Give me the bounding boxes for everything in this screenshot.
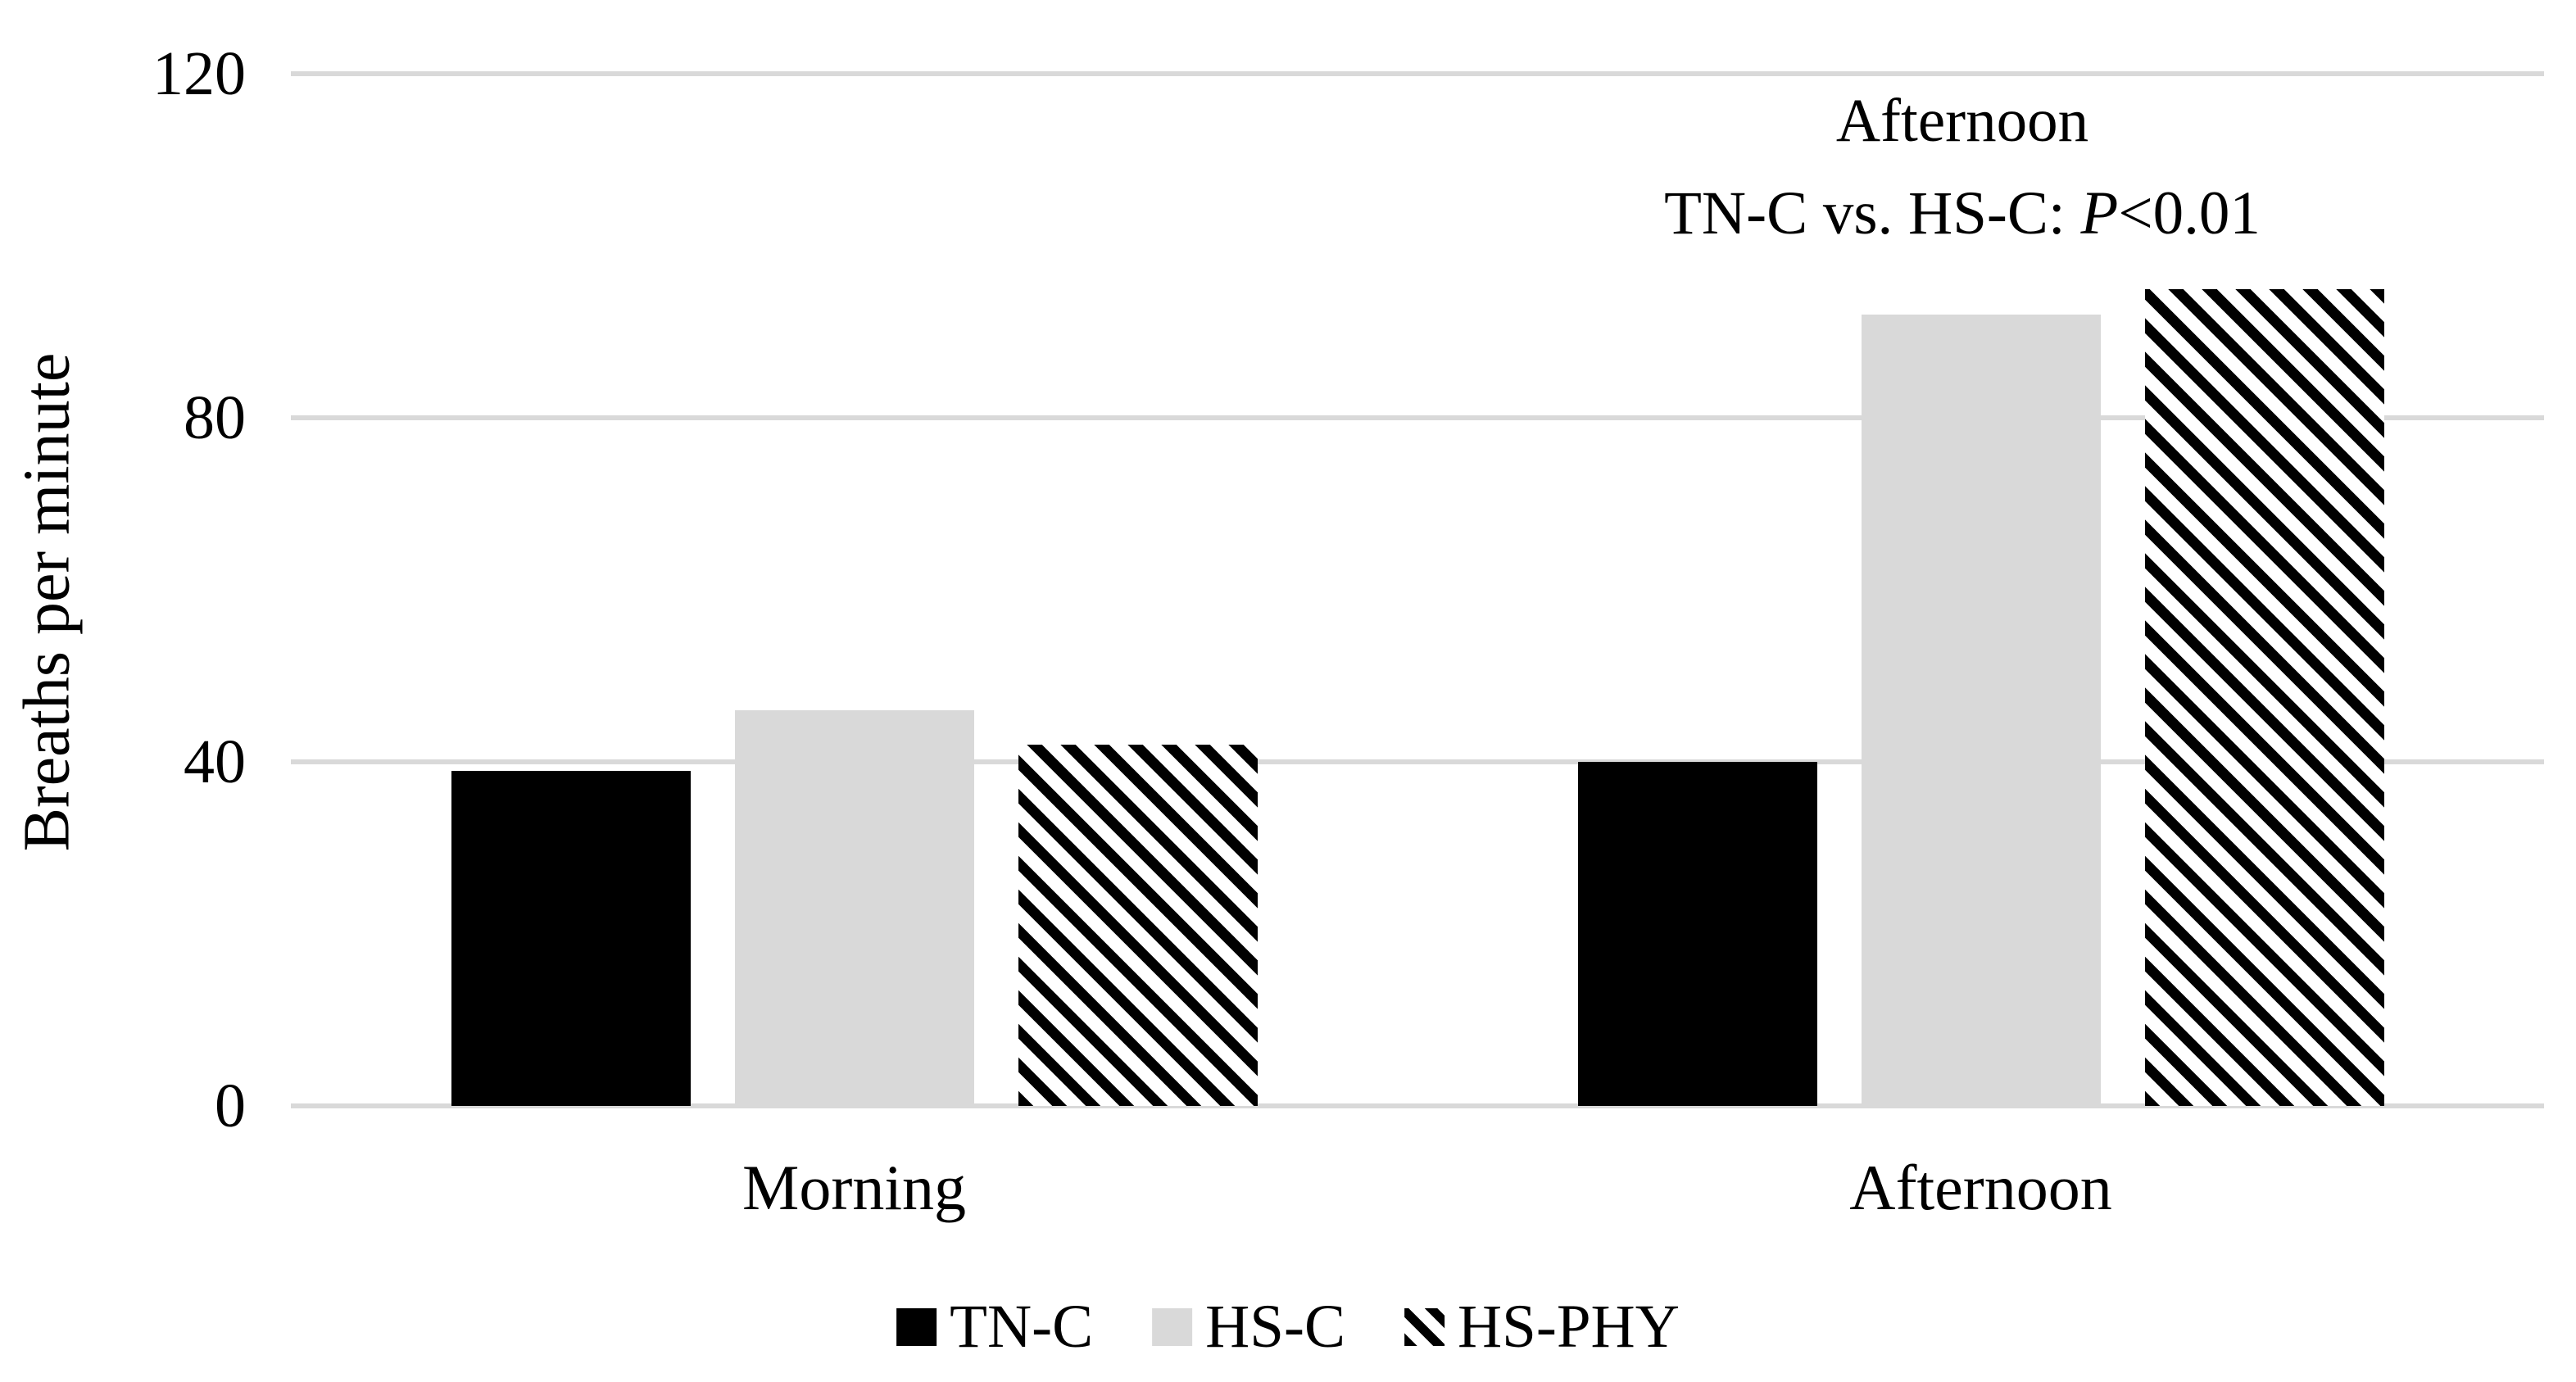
gridline-120 <box>291 71 2544 76</box>
legend-label-hs-c: HS-C <box>1205 1293 1345 1361</box>
bar-hs-c-morning <box>734 710 974 1106</box>
x-axis-line <box>291 1103 2544 1108</box>
y-tick-label-40: 40 <box>184 727 246 796</box>
bar-tn-c-afternoon <box>1577 762 1817 1106</box>
bar-hs-c-afternoon <box>1861 315 2101 1106</box>
legend-label-hs-phy: HS-PHY <box>1457 1293 1680 1361</box>
legend-item-tn-c: TN-C <box>896 1296 1093 1357</box>
y-axis-title: Breaths per minute <box>11 352 84 852</box>
bar-hs-phy-afternoon <box>2144 288 2384 1106</box>
legend-item-hs-c: HS-C <box>1152 1296 1345 1357</box>
legend-item-hs-phy: HS-PHY <box>1404 1296 1680 1357</box>
annotation-line-2-suffix: <0.01 <box>2118 179 2261 247</box>
hs-c-swatch-icon <box>1152 1307 1193 1346</box>
significance-annotation: Afternoon TN-C vs. HS-C: P<0.01 <box>1664 75 2261 260</box>
bar-hs-phy-morning <box>1018 745 1258 1106</box>
gridline-80 <box>291 415 2544 420</box>
bar-tn-c-morning <box>451 770 691 1106</box>
x-category-label-morning: Morning <box>742 1152 966 1223</box>
y-tick-label-0: 0 <box>215 1072 246 1140</box>
hs-phy-swatch-icon <box>1404 1307 1444 1346</box>
annotation-line-1: Afternoon <box>1835 87 2089 155</box>
annotation-p-symbol: P <box>2080 179 2119 247</box>
legend-label-tn-c: TN-C <box>950 1293 1094 1361</box>
y-tick-label-120: 120 <box>152 39 246 108</box>
gridline-40 <box>291 759 2544 764</box>
y-tick-label-80: 80 <box>184 383 246 452</box>
x-category-label-afternoon: Afternoon <box>1849 1152 2112 1223</box>
tn-c-swatch-icon <box>896 1307 937 1346</box>
annotation-line-2-prefix: TN-C vs. HS-C: <box>1664 179 2081 247</box>
legend: TN-C HS-C HS-PHY <box>896 1296 1680 1357</box>
annotation-line-2: TN-C vs. HS-C: P<0.01 <box>1664 168 2261 261</box>
